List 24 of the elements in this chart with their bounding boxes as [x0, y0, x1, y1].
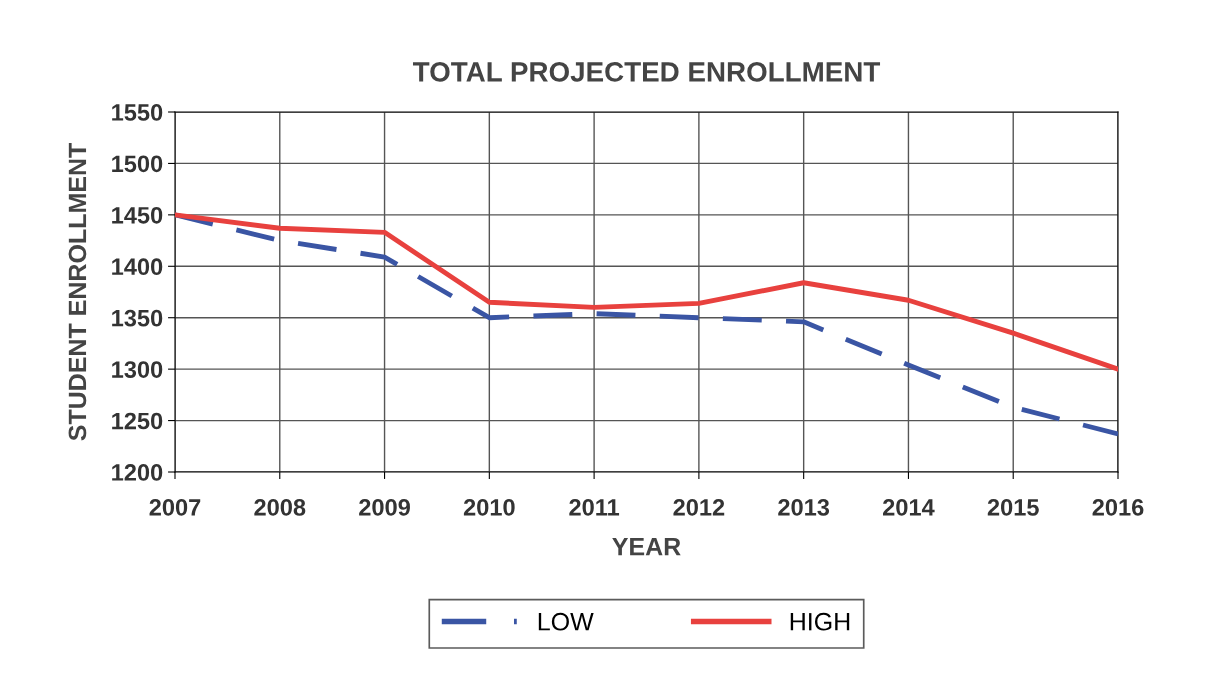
- x-tick-label: 2007: [149, 499, 201, 516]
- y-tick-label: 1200: [112, 464, 163, 481]
- x-tick-label: 2008: [254, 499, 306, 516]
- x-tick-label: 2012: [673, 499, 725, 516]
- chart-title: TOTAL PROJECTED ENROLLMENT: [412, 62, 881, 82]
- x-tick-label: 2009: [359, 499, 410, 516]
- y-tick-label: 1250: [112, 412, 163, 430]
- x-tick-label: 2013: [778, 499, 830, 516]
- legend-label: HIGH: [790, 612, 850, 631]
- x-tick-label: 2010: [463, 499, 515, 516]
- x-axis-title: YEAR: [612, 537, 681, 556]
- legend-label: LOW: [538, 612, 594, 631]
- x-tick-label: 2011: [569, 499, 620, 516]
- line-series: [175, 212, 1118, 372]
- y-tick-label: 1450: [112, 206, 163, 224]
- y-tick-label: 1300: [112, 361, 163, 378]
- x-tick-label: 2015: [987, 499, 1039, 516]
- x-tick-label: 2014: [883, 499, 935, 516]
- y-tick-label: 1400: [112, 258, 163, 276]
- y-tick-label: 1550: [112, 104, 163, 121]
- y-tick-label: 1350: [112, 309, 163, 327]
- y-axis-title: STUDENT ENROLLMENT: [68, 142, 87, 441]
- y-tick-label: 1500: [112, 155, 163, 173]
- x-tick-label: 2016: [1092, 499, 1144, 516]
